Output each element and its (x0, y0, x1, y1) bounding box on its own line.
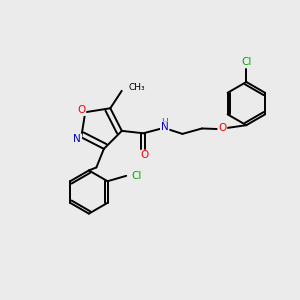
Text: O: O (141, 151, 149, 160)
Text: CH₃: CH₃ (128, 83, 145, 92)
Text: N: N (74, 134, 81, 144)
Text: H: H (161, 118, 168, 127)
Text: N: N (161, 122, 169, 132)
Text: Cl: Cl (241, 58, 251, 68)
Text: O: O (77, 105, 86, 115)
Text: Cl: Cl (132, 171, 142, 181)
Text: O: O (218, 123, 226, 133)
